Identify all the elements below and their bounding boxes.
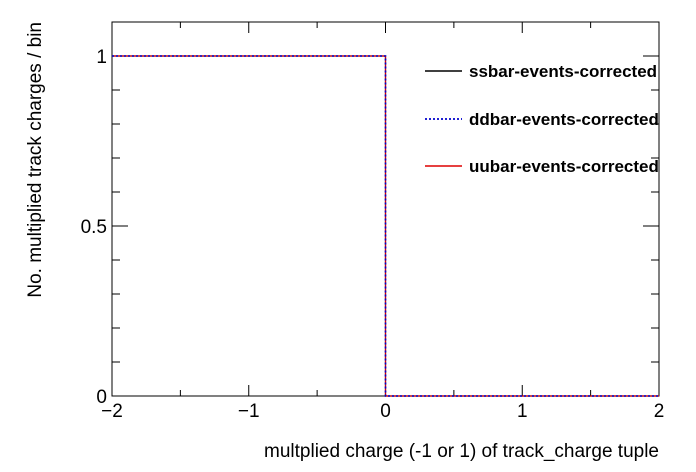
x-tick-label: −1 [238, 401, 260, 422]
legend-label: uubar-events-corrected [469, 157, 659, 176]
legend-label: ssbar-events-corrected [469, 62, 657, 81]
x-tick-label: 2 [654, 401, 665, 422]
x-tick-label: −2 [101, 401, 123, 422]
x-tick-label: 1 [517, 401, 528, 422]
y-axis-title: No. multiplied track charges / bin [25, 22, 46, 298]
x-axis-title: multplied charge (-1 or 1) of track_char… [264, 441, 659, 462]
x-tick-label: 0 [380, 401, 391, 422]
legend: ssbar-events-corrected ddbar-events-corre… [425, 62, 659, 176]
legend-label: ddbar-events-corrected [469, 110, 659, 129]
series-line-ddbar-events-corrected [112, 55, 659, 397]
y-tick-label: 0 [96, 387, 107, 408]
y-tick-label: 1 [96, 47, 107, 68]
y-tick-label: 0.5 [81, 217, 107, 238]
